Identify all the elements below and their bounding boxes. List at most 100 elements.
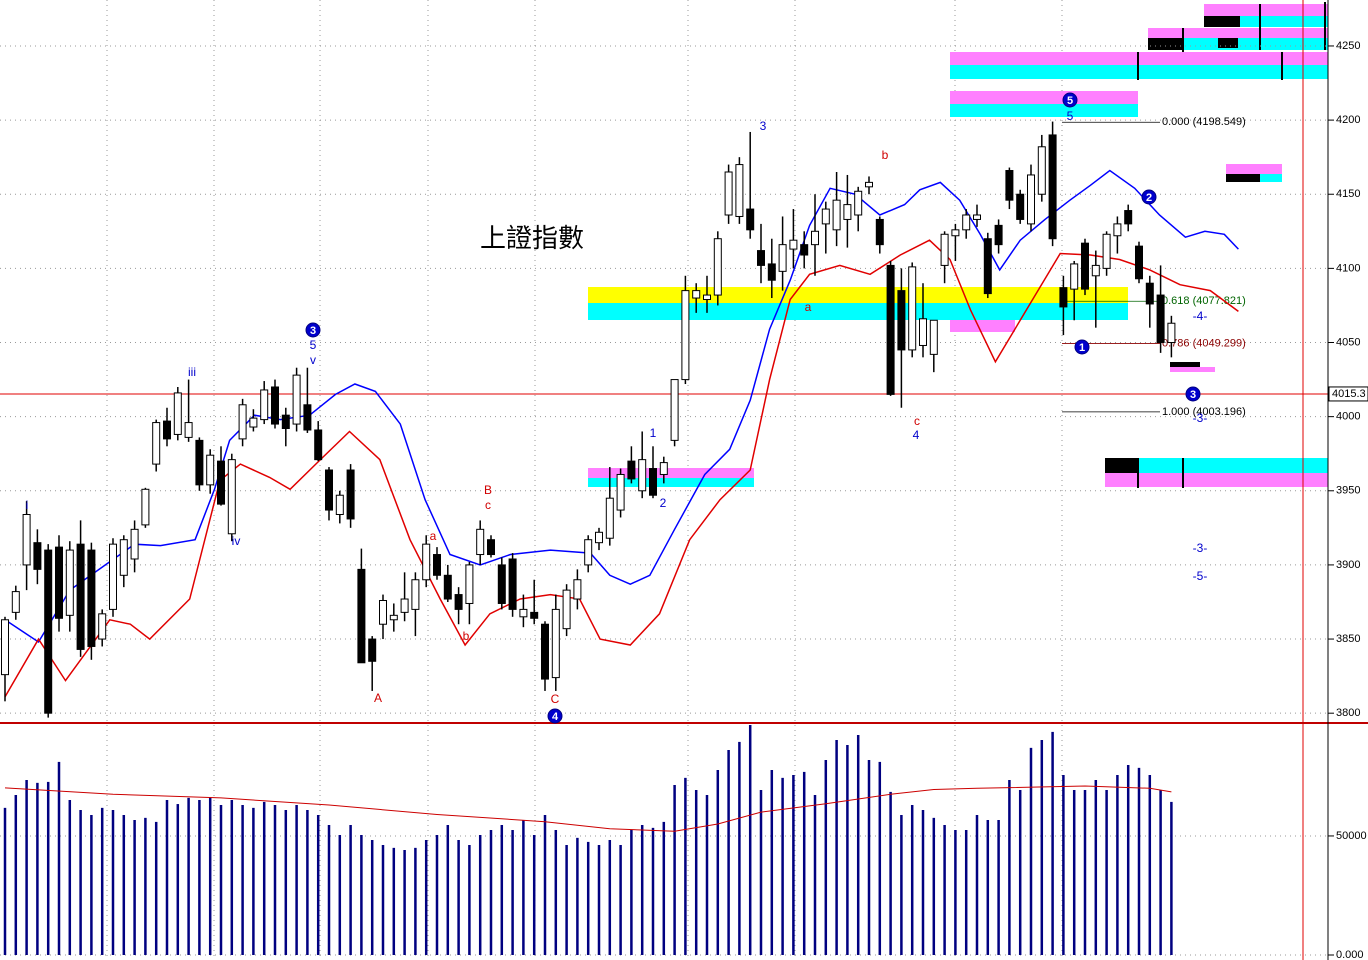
candle-body xyxy=(865,181,873,188)
volume-bar xyxy=(381,845,385,955)
volume-bar xyxy=(219,805,223,955)
candle-body xyxy=(314,429,323,461)
wave-label: 5 xyxy=(1067,109,1074,123)
volume-bar xyxy=(111,810,115,955)
wave-label: 3 xyxy=(1190,389,1196,401)
volume-bar xyxy=(748,725,752,955)
volume-bar xyxy=(511,830,514,955)
volume-bar xyxy=(694,790,698,955)
candle-body xyxy=(973,214,981,220)
candle-body xyxy=(811,230,819,246)
candle-body xyxy=(908,266,917,351)
candle-body xyxy=(541,623,549,680)
candle-body xyxy=(76,543,85,650)
volume-bar xyxy=(25,780,28,955)
volume-bar xyxy=(597,845,601,955)
volume-bar xyxy=(338,835,342,955)
candle-body xyxy=(843,204,852,220)
candle-body xyxy=(163,420,171,440)
wave-label: -3- xyxy=(1193,541,1208,555)
wave-circle xyxy=(1062,92,1078,108)
chart-title: 上證指數 xyxy=(480,224,584,254)
candle-body xyxy=(659,462,668,475)
wave-labels: i iii iv 3 5 v A a b B c C 4 1 2 3 a b c… xyxy=(26,92,1208,724)
candle-body xyxy=(249,417,258,428)
wave-label: 5 xyxy=(1067,95,1073,107)
volume-bar xyxy=(3,807,7,955)
candle-body xyxy=(98,613,107,640)
candle-body xyxy=(681,290,690,381)
y-tick-label: 4000 xyxy=(1336,411,1360,423)
candle-body xyxy=(195,439,204,486)
volume-bar xyxy=(781,777,784,955)
wave-label: 2 xyxy=(660,496,667,510)
volume-bar xyxy=(176,804,180,955)
volume-bar xyxy=(273,805,277,955)
volume-bar xyxy=(241,805,244,955)
candle-body xyxy=(983,238,992,295)
candle-body xyxy=(649,468,657,496)
volume-bar xyxy=(208,797,212,955)
volume-bar xyxy=(586,841,590,955)
candle-body xyxy=(573,579,582,600)
volume-bar xyxy=(921,810,925,955)
volume-bar xyxy=(14,795,18,955)
volume-bar xyxy=(954,830,957,955)
volume-bar xyxy=(392,847,396,955)
volume-bar xyxy=(576,837,579,955)
candle-body xyxy=(422,543,431,581)
wave-circle xyxy=(1074,339,1090,355)
volume-bar xyxy=(932,817,936,955)
candle-body xyxy=(1135,245,1143,280)
candle-body xyxy=(595,531,603,544)
candle-body xyxy=(1005,170,1014,201)
candle-body xyxy=(940,233,949,266)
volume-bar xyxy=(997,820,1000,955)
volume-bar xyxy=(403,850,406,955)
volume-bar xyxy=(198,800,201,955)
candle-body xyxy=(919,318,927,346)
volume-bar xyxy=(1116,775,1119,955)
volume-bar xyxy=(154,821,158,955)
candle-body xyxy=(627,460,636,480)
volume-bar xyxy=(1137,767,1141,955)
last-price-box xyxy=(1328,386,1368,402)
candle-body xyxy=(141,488,150,526)
wave-label: iii xyxy=(188,365,196,379)
volume-bar xyxy=(673,785,676,955)
candle-body xyxy=(433,554,441,576)
volume-bar xyxy=(36,782,39,955)
wave-label: 1 xyxy=(1079,342,1085,354)
candle-body xyxy=(303,404,312,431)
candle-body xyxy=(1156,294,1165,344)
candle-body xyxy=(1091,264,1100,277)
volume-bar xyxy=(1029,747,1033,955)
candle-body xyxy=(292,374,301,425)
volume-bar xyxy=(424,840,428,955)
y-tick-label: 4250 xyxy=(1336,40,1360,52)
candle-body xyxy=(854,190,863,216)
volume-bar xyxy=(295,805,298,955)
volume-bar xyxy=(489,830,493,955)
volume-bar xyxy=(975,815,979,955)
candle-body xyxy=(508,558,517,610)
volume-bar xyxy=(802,771,806,955)
wave-label: v xyxy=(310,353,316,367)
volume-bar xyxy=(57,761,61,955)
wave-label: 4 xyxy=(552,711,559,723)
y-tick-label: 3900 xyxy=(1336,559,1360,571)
candle-body xyxy=(746,208,755,231)
volume-bar xyxy=(565,845,568,955)
volume-bar xyxy=(554,830,558,955)
candle-body xyxy=(173,392,182,435)
wave-label: iv xyxy=(232,534,241,548)
plot-layer: 3800385039003950400040504100415042004250… xyxy=(0,40,1368,960)
volume-bar xyxy=(187,797,190,955)
candle-body xyxy=(357,568,366,664)
wave-label: a xyxy=(805,300,812,314)
volume-bar xyxy=(122,815,126,955)
volume-bar xyxy=(133,820,136,955)
candle-body xyxy=(65,549,74,616)
volume-bar xyxy=(684,777,687,955)
volume-bar xyxy=(630,830,633,955)
